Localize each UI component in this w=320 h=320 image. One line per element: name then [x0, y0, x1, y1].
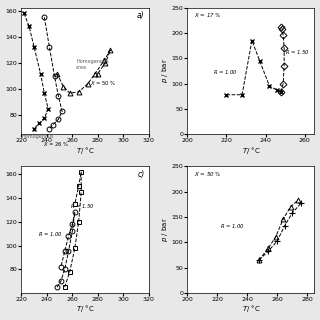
Text: $X$ = 50 %: $X$ = 50 %	[90, 79, 117, 87]
Text: $X$ = 50 %: $X$ = 50 %	[194, 170, 221, 178]
Text: c): c)	[138, 170, 145, 179]
Text: a): a)	[137, 11, 145, 20]
Text: $R$ = 1.50: $R$ = 1.50	[285, 48, 310, 56]
Text: $R$ = 1.00: $R$ = 1.00	[213, 68, 237, 76]
Text: Homogenous
area: Homogenous area	[76, 59, 108, 70]
Y-axis label: $p$ / bar: $p$ / bar	[160, 59, 170, 84]
Text: $X$ = 17 %: $X$ = 17 %	[194, 11, 221, 19]
Text: $R$ = 1.50: $R$ = 1.50	[70, 202, 95, 210]
Text: $X$ = 26 %: $X$ = 26 %	[43, 140, 70, 148]
X-axis label: $T$/ °C: $T$/ °C	[242, 303, 260, 315]
X-axis label: $T$/ °C: $T$/ °C	[76, 303, 94, 315]
Text: $R$ = 1.00: $R$ = 1.00	[38, 230, 63, 238]
Text: $R$ = 1.00: $R$ = 1.00	[220, 222, 245, 230]
Text: Homogenous: Homogenous	[21, 134, 54, 139]
X-axis label: $T$/ °C: $T$/ °C	[76, 145, 94, 156]
Y-axis label: $p$ / bar: $p$ / bar	[160, 217, 170, 242]
X-axis label: $T$/ °C: $T$/ °C	[242, 145, 260, 156]
